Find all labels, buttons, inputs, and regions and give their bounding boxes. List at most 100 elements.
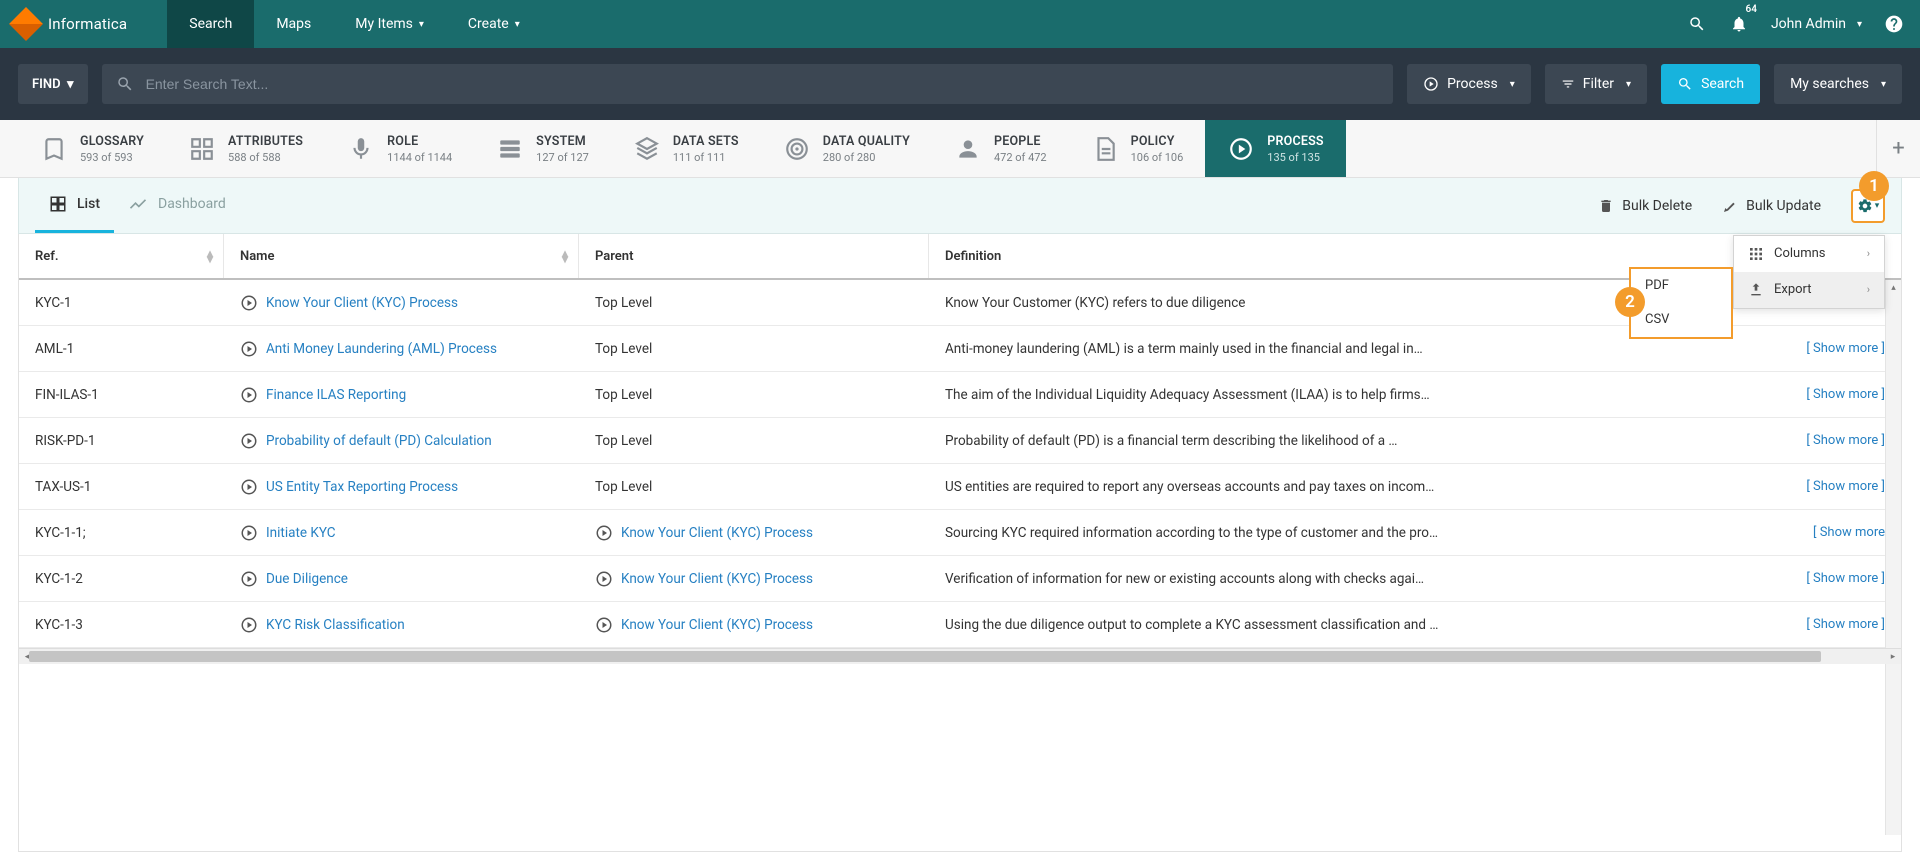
chevron-down-icon: ▾: [1852, 19, 1862, 30]
search-input[interactable]: [146, 76, 1380, 92]
process-icon: [240, 478, 258, 496]
name-link[interactable]: Probability of default (PD) Calculation: [266, 433, 492, 449]
grid-icon: [188, 135, 216, 163]
bulk-delete-label: Bulk Delete: [1622, 198, 1692, 214]
export-csv[interactable]: CSV: [1631, 303, 1731, 337]
process-icon: [1423, 76, 1439, 92]
search-button[interactable]: Search: [1661, 64, 1760, 104]
category-title: ROLE: [387, 134, 452, 149]
definition-text: Anti-money laundering (AML) is a term ma…: [945, 341, 1796, 357]
help-icon[interactable]: [1884, 14, 1904, 34]
chevron-right-icon: ›: [1867, 247, 1870, 260]
name-link[interactable]: Due Diligence: [266, 571, 348, 587]
table-row[interactable]: AML-1 Anti Money Laundering (AML) Process…: [19, 326, 1901, 372]
annotation-2: 2: [1615, 287, 1645, 317]
cell-ref: AML-1: [19, 341, 224, 357]
col-ref[interactable]: Ref.▴▾: [19, 234, 224, 278]
show-more-link[interactable]: [ Show more ]: [1806, 571, 1885, 586]
category-tab-glossary[interactable]: GLOSSARY593 of 593: [18, 120, 166, 177]
find-button[interactable]: FIND ▾: [18, 64, 88, 104]
name-link[interactable]: Initiate KYC: [266, 525, 336, 541]
chevron-down-icon: ▾: [1875, 201, 1880, 211]
show-more-link[interactable]: [ Show more ]: [1806, 433, 1885, 448]
user-menu[interactable]: John Admin ▾: [1771, 16, 1862, 32]
category-tab-data-sets[interactable]: DATA SETS 111 of 111: [611, 120, 761, 177]
columns-menu-item[interactable]: Columns ›: [1734, 236, 1884, 272]
category-count: 135 of 135: [1267, 151, 1323, 164]
cell-name: Know Your Client (KYC) Process: [224, 294, 579, 312]
vertical-scrollbar[interactable]: ▴: [1885, 280, 1901, 835]
horizontal-scrollbar[interactable]: ◂ ▸: [19, 648, 1901, 664]
table-row[interactable]: KYC-1-3KYC Risk ClassificationKnow Your …: [19, 602, 1901, 648]
table-row[interactable]: FIN-ILAS-1Finance ILAS ReportingTop Leve…: [19, 372, 1901, 418]
definition-text: Using the due diligence output to comple…: [945, 617, 1796, 633]
doc-icon: [1091, 135, 1119, 163]
cell-definition: Using the due diligence output to comple…: [929, 617, 1901, 633]
sort-icon: ▴▾: [562, 250, 568, 262]
top-nav: Informatica Search Maps My Items▾ Create…: [0, 0, 1920, 48]
process-icon: [595, 524, 613, 542]
nav-search[interactable]: Search: [167, 0, 254, 48]
cell-name: KYC Risk Classification: [224, 616, 579, 634]
category-tab-system[interactable]: SYSTEM127 of 127: [474, 120, 611, 177]
table-row[interactable]: TAX-US-1US Entity Tax Reporting ProcessT…: [19, 464, 1901, 510]
table-body: KYC-1Know Your Client (KYC) ProcessTop L…: [19, 280, 1901, 648]
category-title: PEOPLE: [994, 134, 1047, 149]
cell-parent: Know Your Client (KYC) Process: [579, 524, 929, 542]
name-link[interactable]: Anti Money Laundering (AML) Process: [266, 341, 497, 357]
name-link[interactable]: KYC Risk Classification: [266, 617, 405, 633]
category-tab-policy[interactable]: POLICY106 of 106: [1069, 120, 1206, 177]
list-tab[interactable]: List: [35, 178, 114, 233]
category-tab-process[interactable]: PROCESS135 of 135: [1205, 120, 1345, 177]
category-title: ATTRIBUTES: [228, 134, 303, 149]
show-more-link[interactable]: [ Show more ]: [1806, 341, 1885, 356]
scrollbar-thumb[interactable]: [29, 651, 1821, 662]
bulk-update-button[interactable]: Bulk Update: [1722, 198, 1821, 214]
show-more-link[interactable]: [ Show more ]: [1806, 479, 1885, 494]
parent-link[interactable]: Know Your Client (KYC) Process: [621, 525, 813, 541]
category-tab-people[interactable]: PEOPLE472 of 472: [932, 120, 1069, 177]
dashboard-tab[interactable]: Dashboard: [114, 178, 240, 233]
mysearches-button[interactable]: My searches▾: [1774, 64, 1902, 104]
search-icon[interactable]: [1687, 14, 1707, 34]
category-tab-role[interactable]: ROLE1144 of 1144: [325, 120, 474, 177]
category-count: 111 of 111: [673, 151, 739, 164]
nav-maps-label: Maps: [276, 16, 311, 32]
bell-icon[interactable]: 64: [1729, 14, 1749, 34]
nav-create[interactable]: Create▾: [446, 0, 542, 48]
nav-myitems[interactable]: My Items▾: [333, 0, 446, 48]
settings-button[interactable]: ▾ 1: [1851, 189, 1885, 223]
parent-link[interactable]: Know Your Client (KYC) Process: [621, 617, 813, 633]
mic-icon: [347, 135, 375, 163]
nav-maps[interactable]: Maps: [254, 0, 333, 48]
show-more-link[interactable]: [ Show more ]: [1806, 387, 1885, 402]
cell-name: Probability of default (PD) Calculation: [224, 432, 579, 450]
col-name[interactable]: Name▴▾: [224, 234, 579, 278]
name-link[interactable]: US Entity Tax Reporting Process: [266, 479, 458, 495]
category-title: DATA SETS: [673, 134, 739, 149]
table-row[interactable]: KYC-1-2Due DiligenceKnow Your Client (KY…: [19, 556, 1901, 602]
process-filter[interactable]: Process▾: [1407, 64, 1531, 104]
logo[interactable]: Informatica: [0, 0, 149, 48]
cell-parent: Top Level: [579, 341, 929, 357]
show-more-link[interactable]: [ Show more: [1813, 525, 1885, 540]
show-more-link[interactable]: [ Show more ]: [1806, 617, 1885, 632]
bulk-delete-button[interactable]: Bulk Delete: [1598, 198, 1692, 214]
add-category-button[interactable]: +: [1876, 120, 1920, 177]
name-link[interactable]: Finance ILAS Reporting: [266, 387, 406, 403]
export-pdf[interactable]: PDF: [1631, 269, 1731, 303]
cell-parent: Know Your Client (KYC) Process: [579, 616, 929, 634]
col-parent[interactable]: Parent: [579, 234, 929, 278]
category-tab-attributes[interactable]: ATTRIBUTES588 of 588: [166, 120, 325, 177]
mysearches-label: My searches: [1790, 76, 1869, 92]
filter-button[interactable]: Filter▾: [1545, 64, 1647, 104]
name-link[interactable]: Know Your Client (KYC) Process: [266, 295, 458, 311]
table-row[interactable]: RISK-PD-1Probability of default (PD) Cal…: [19, 418, 1901, 464]
category-tab-data-quality[interactable]: DATA QUALITY280 of 280: [761, 120, 932, 177]
parent-text: Top Level: [595, 433, 652, 449]
parent-link[interactable]: Know Your Client (KYC) Process: [621, 571, 813, 587]
export-menu-item[interactable]: Export ›: [1734, 272, 1884, 308]
table-row[interactable]: KYC-1-1;Initiate KYCKnow Your Client (KY…: [19, 510, 1901, 556]
cell-name: Initiate KYC: [224, 524, 579, 542]
cell-parent: Top Level: [579, 387, 929, 403]
